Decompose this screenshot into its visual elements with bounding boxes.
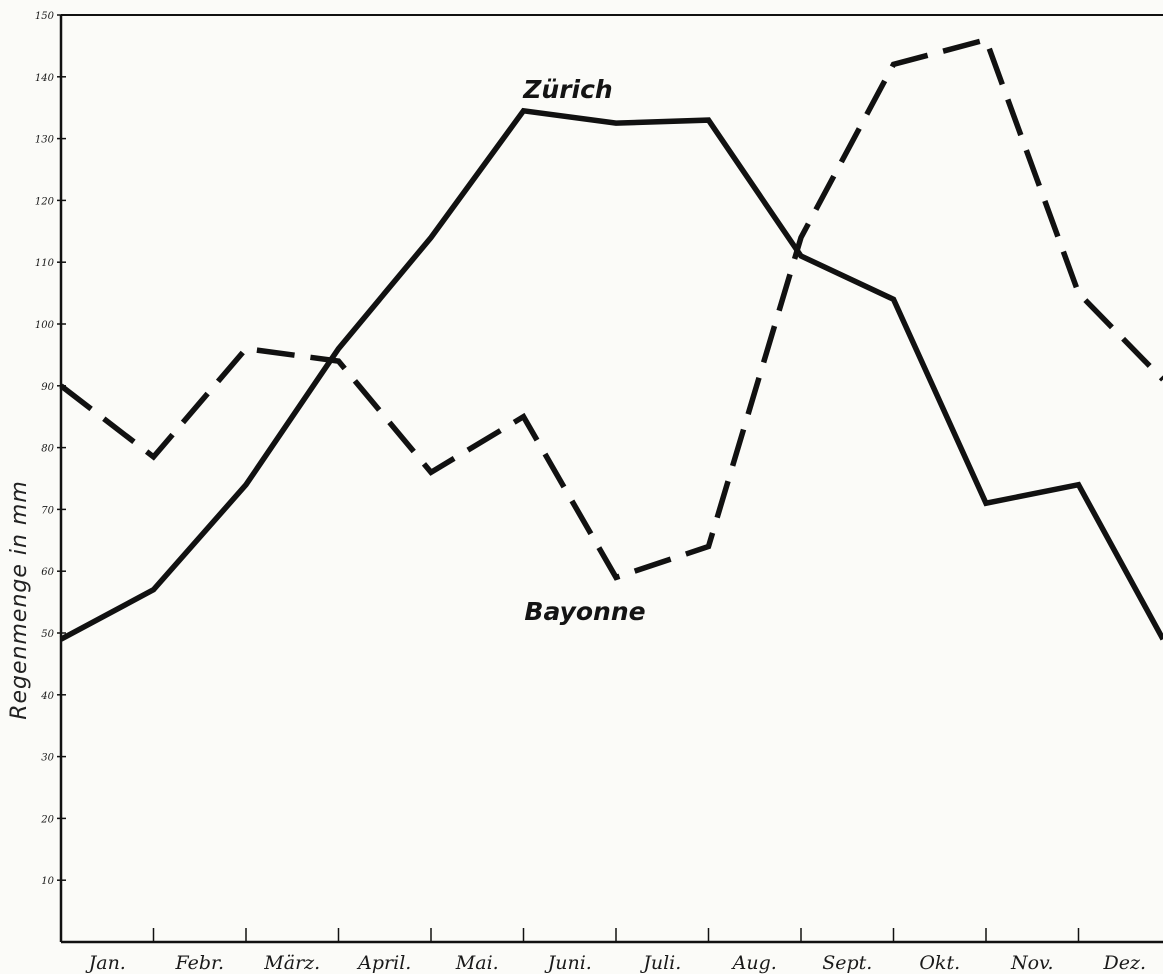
y-tick-label: 110: [35, 258, 55, 269]
series-label-bayonne: Bayonne: [524, 597, 645, 626]
y-tick-label: 100: [35, 320, 55, 331]
y-ticks: 10 20 30 40 50 60 70 80 90 100 110 120 130 140 150: [35, 11, 66, 887]
series-labels: Zürich Bayonne: [522, 75, 645, 626]
series-line-zurich: [59, 107, 1163, 642]
y-tick-label: 150: [35, 11, 55, 22]
y-tick-label: 80: [41, 444, 54, 455]
x-tick-label: März.: [263, 952, 320, 974]
x-tick-label: Sept.: [822, 952, 872, 974]
y-tick-label: 120: [35, 196, 55, 207]
x-tick-label: April.: [356, 952, 411, 974]
x-tick-label: Jan.: [85, 952, 126, 974]
y-tick-label: 20: [40, 814, 54, 825]
y-tick-label: 40: [40, 691, 54, 702]
y-axis-title: Regenmenge in mm: [7, 480, 32, 720]
y-tick-label: 50: [41, 629, 54, 640]
x-tick-label: Mai.: [455, 952, 499, 974]
x-tick-label: Febr.: [174, 952, 224, 974]
x-tick-label: Aug.: [731, 952, 777, 974]
x-ticks: Jan. Febr. März. April. Mai. Juni. Juli. Aug. Se…: [85, 928, 1146, 974]
y-tick-label: 130: [35, 135, 55, 146]
series-label-zurich: Zürich: [522, 75, 612, 104]
x-tick-label: Juli.: [639, 952, 681, 974]
y-tick-label: 10: [41, 876, 54, 887]
x-tick-label: Dez.: [1102, 952, 1146, 974]
x-tick-label: Juni.: [544, 952, 592, 974]
series-lines: [59, 36, 1163, 642]
x-tick-label: Nov.: [1010, 952, 1054, 974]
chart-axes: [59, 14, 1163, 944]
y-tick-label: 30: [41, 753, 54, 764]
y-tick-label: 90: [41, 382, 54, 393]
series-line-bayonne: [59, 36, 1163, 581]
x-tick-label: Okt.: [919, 952, 960, 974]
y-tick-label: 70: [41, 505, 54, 516]
y-tick-label: 60: [41, 567, 54, 578]
y-tick-label: 140: [35, 73, 55, 84]
